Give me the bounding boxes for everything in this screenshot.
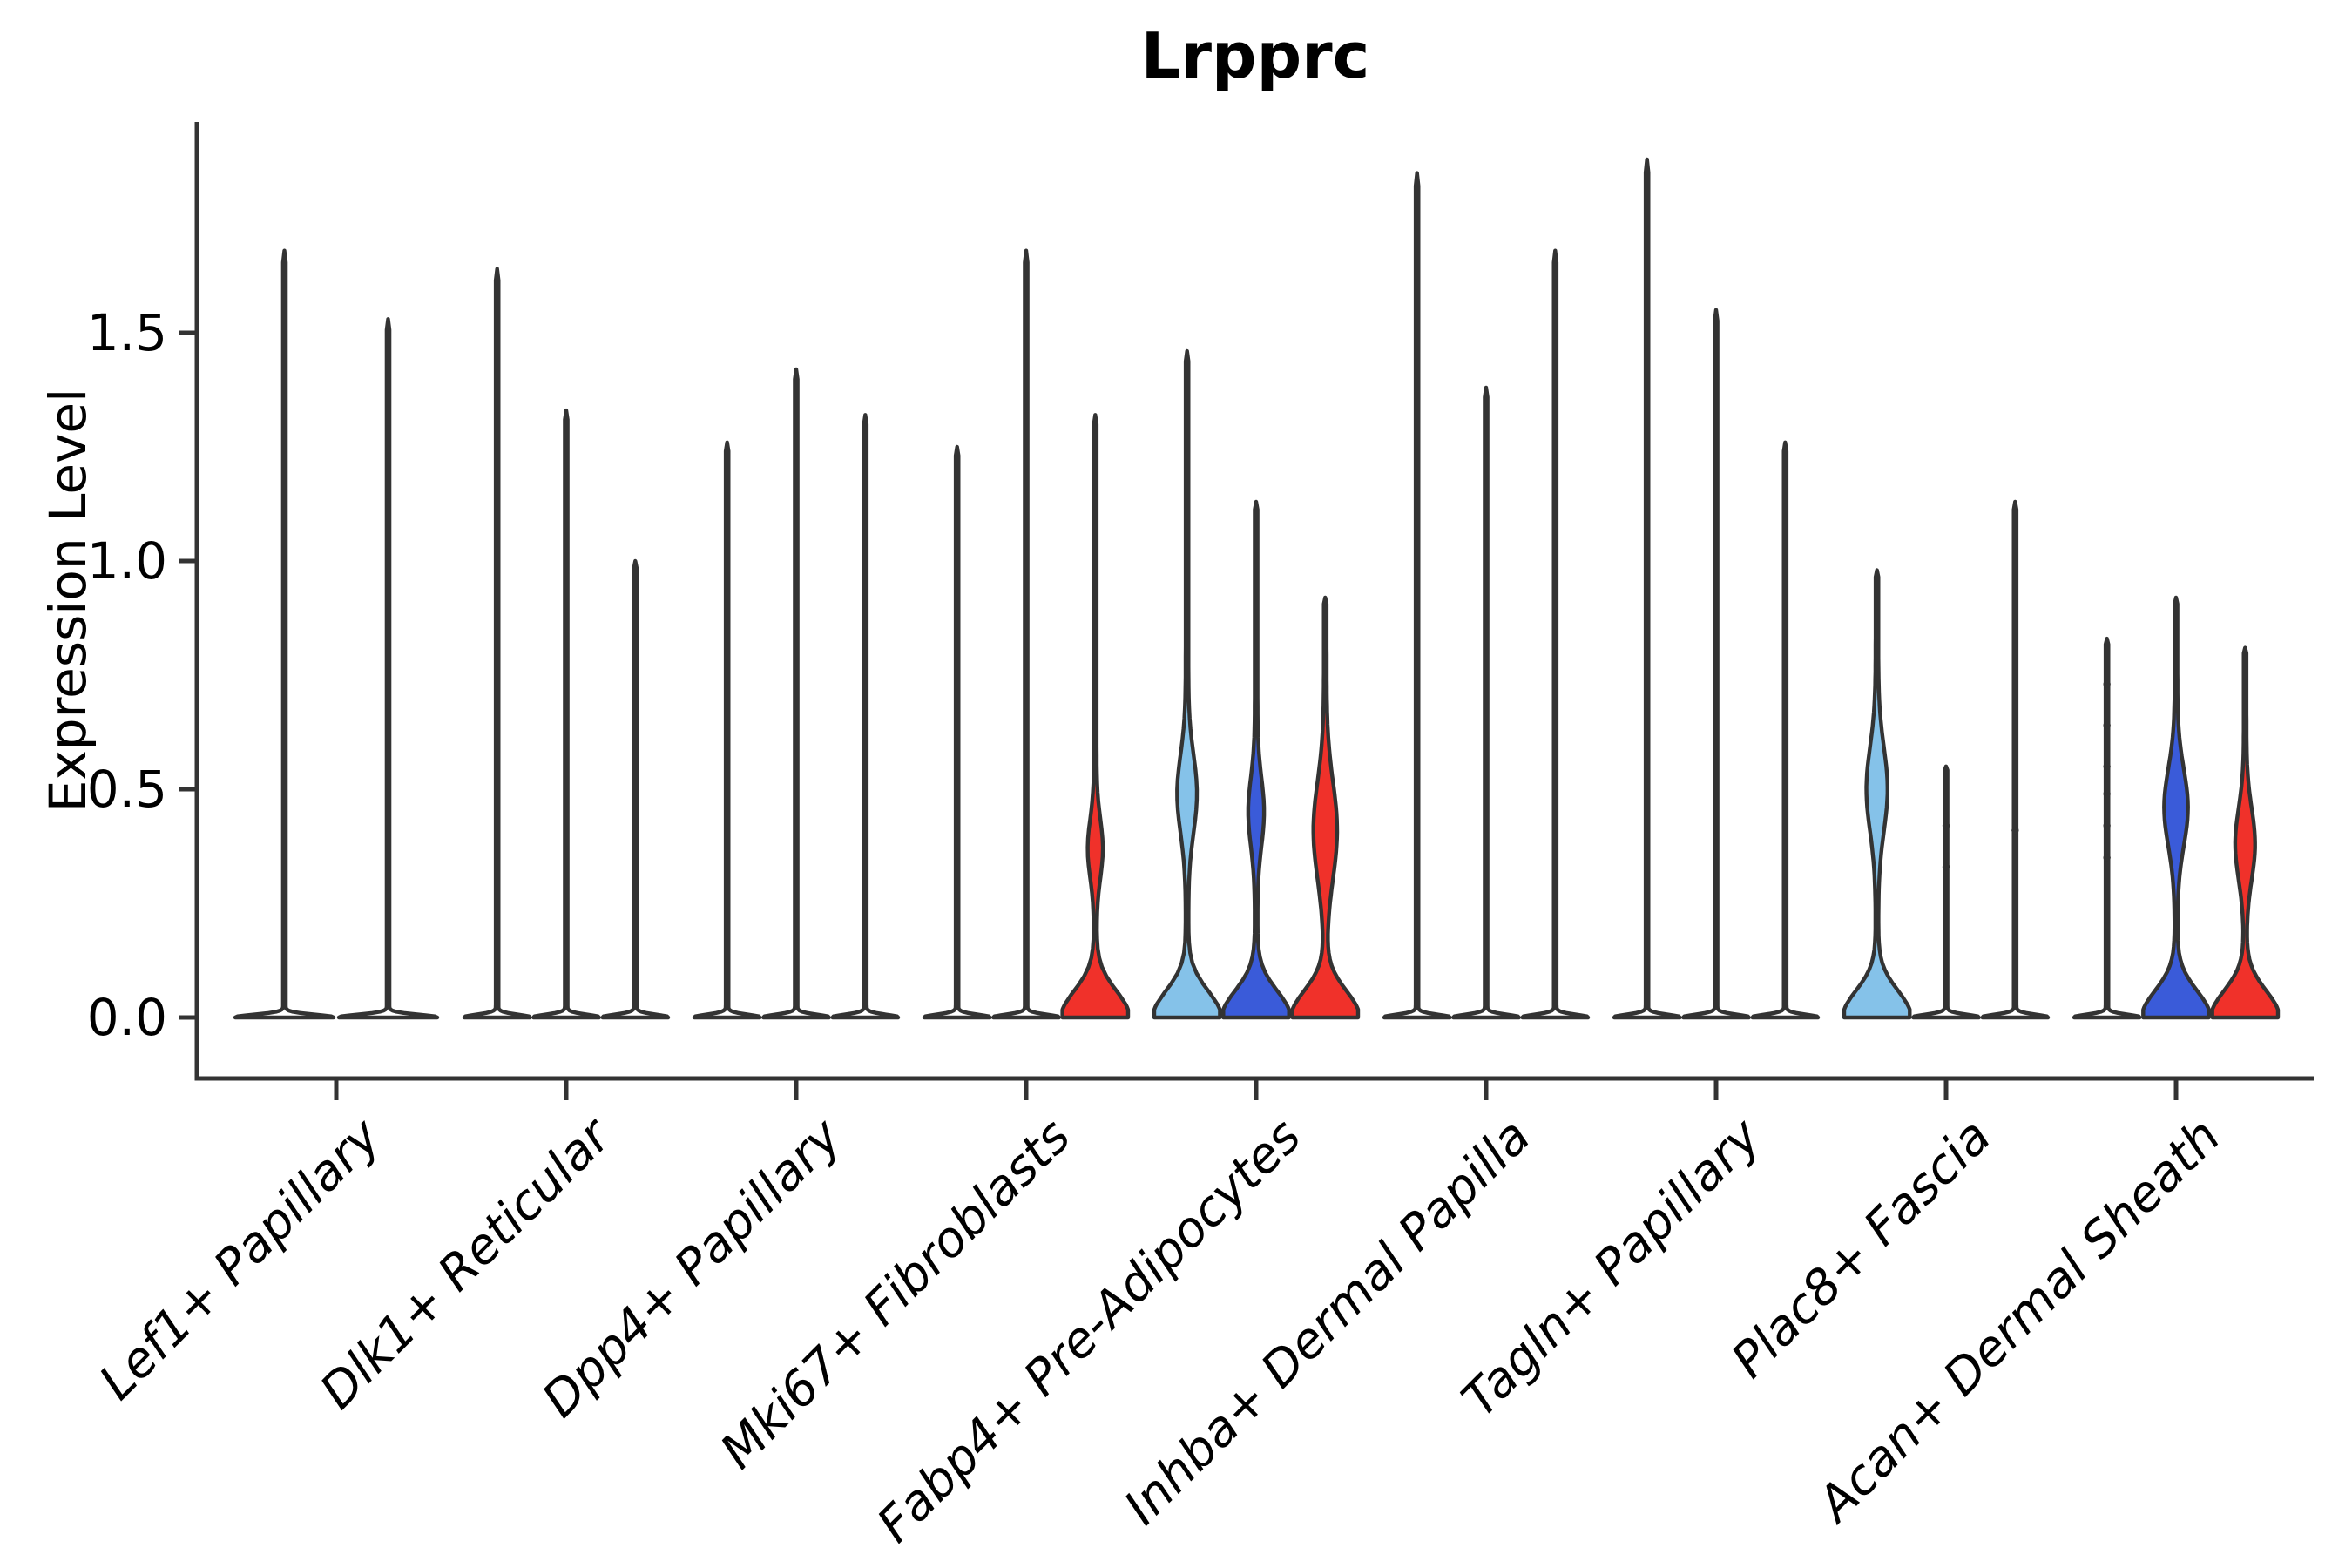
y-tick-label: 0.0 [87, 988, 167, 1047]
violin-red [1060, 413, 1131, 1020]
violin-thin [1750, 440, 1821, 1020]
violin-thin [692, 440, 762, 1020]
violin-point [1942, 821, 1950, 830]
violin-thin [336, 317, 440, 1020]
violin-thin [830, 413, 901, 1020]
violin-red [2210, 645, 2281, 1020]
violin-thin [1980, 499, 2051, 1020]
violin-point [1942, 862, 1950, 871]
violin-thin [531, 408, 601, 1020]
violin-light_blue [1842, 568, 1912, 1020]
violin-thin [1911, 764, 1981, 1020]
violin-thin [1681, 308, 1751, 1020]
violin-point [2103, 721, 2111, 729]
violin-thin [1382, 171, 1452, 1020]
violin-thin [1520, 248, 1591, 1020]
violin-point [2011, 826, 2019, 835]
violin-dark_blue [2141, 595, 2211, 1020]
chart-title: Lrpprc [1140, 19, 1370, 92]
violin-light_blue [1152, 348, 1222, 1020]
violin-thin [922, 444, 992, 1020]
violin-thin [1451, 385, 1521, 1020]
violin-point [2103, 790, 2111, 798]
violin-thin [1612, 157, 1682, 1020]
y-tick-label: 0.5 [87, 760, 167, 819]
violin-point [2103, 680, 2111, 688]
violin-dark_blue [1221, 499, 1291, 1020]
violin-thin [600, 558, 671, 1020]
violin-point [2103, 762, 2111, 770]
violin-point [2103, 854, 2111, 862]
violin-thin [233, 248, 336, 1020]
axes-spines [194, 122, 2314, 1081]
violin-point [2103, 821, 2111, 830]
y-tick-label: 1.5 [87, 303, 167, 362]
violin-thin [761, 367, 831, 1020]
violin-red [1290, 595, 1361, 1020]
violin-thin [991, 248, 1061, 1020]
y-tick-label: 1.0 [87, 531, 167, 591]
violin-thin [462, 267, 532, 1020]
